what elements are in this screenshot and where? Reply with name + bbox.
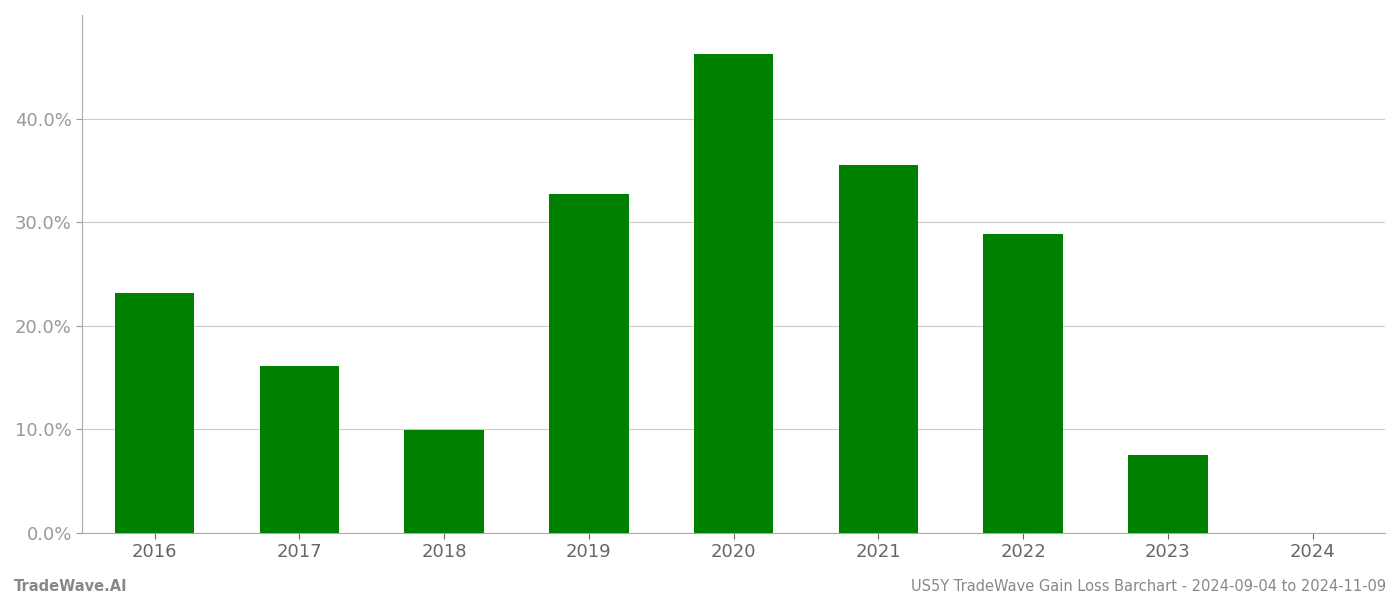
Bar xyxy=(694,55,773,533)
Bar xyxy=(259,366,339,533)
Text: TradeWave.AI: TradeWave.AI xyxy=(14,579,127,594)
Bar xyxy=(1128,455,1208,533)
Text: US5Y TradeWave Gain Loss Barchart - 2024-09-04 to 2024-11-09: US5Y TradeWave Gain Loss Barchart - 2024… xyxy=(911,579,1386,594)
Bar xyxy=(983,235,1063,533)
Bar xyxy=(549,194,629,533)
Bar xyxy=(839,165,918,533)
Bar xyxy=(405,430,484,533)
Bar xyxy=(115,293,195,533)
